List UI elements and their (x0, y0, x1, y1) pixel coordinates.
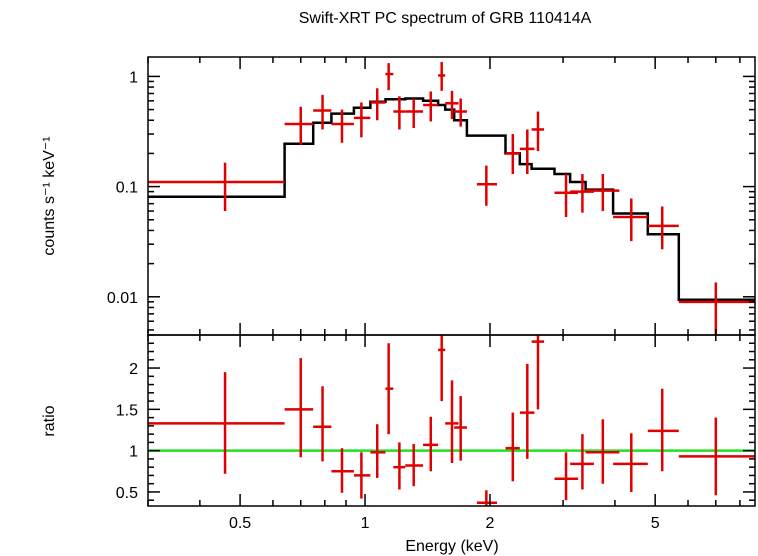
ratio-point-8 (393, 442, 406, 490)
ratio-y-tick-label: 1.5 (116, 402, 138, 419)
ratio-point-2 (284, 358, 314, 458)
spectrum-y-axis-label: counts s⁻¹ keV⁻¹ (41, 136, 58, 255)
spectrum-point-16 (519, 129, 535, 175)
model-step-line (148, 97, 755, 301)
ratio-point-5 (353, 452, 371, 499)
ratio-data-points (148, 335, 755, 506)
x-axis-label: Energy (keV) (405, 538, 498, 555)
spectrum-data-points (148, 62, 755, 335)
ratio-point-17 (531, 335, 545, 410)
ratio-point-13 (454, 396, 467, 461)
spectrum-point-18 (554, 174, 579, 217)
ratio-point-6 (370, 424, 386, 478)
ratio-point-20 (585, 419, 620, 484)
ratio-y-tick-label: 0.5 (116, 485, 138, 502)
spectrum-point-4 (331, 109, 354, 143)
spectrum-panel: 0.01 0.1 1 (107, 56, 756, 336)
spectrum-point-9 (405, 98, 424, 129)
spectrum-point-20 (585, 174, 620, 212)
x-tick-label: 5 (651, 515, 660, 532)
spectrum-point-13 (454, 98, 467, 127)
spectrum-point-8 (393, 96, 406, 130)
ratio-point-9 (405, 444, 424, 487)
ratio-point-11 (438, 335, 446, 402)
ratio-point-7 (385, 343, 394, 435)
ratio-point-23 (678, 417, 755, 496)
ratio-point-15 (505, 412, 520, 482)
ratio-y-axis-label: ratio (41, 405, 58, 436)
spectrum-y-tick-label: 0.1 (116, 180, 138, 197)
ratio-point-3 (313, 386, 332, 462)
spectrum-y-tick-label: 1 (129, 69, 138, 86)
spectrum-point-15 (505, 134, 520, 175)
spectrum-axis-ticks: 0.01 0.1 1 (107, 57, 755, 335)
ratio-point-10 (423, 416, 439, 472)
ratio-point-14 (476, 490, 498, 506)
spectrum-point-21 (613, 198, 648, 242)
spectrum-point-12 (445, 90, 459, 120)
ratio-y-tick-label: 1 (129, 444, 138, 461)
ratio-point-21 (613, 433, 648, 492)
spectrum-point-7 (385, 63, 394, 91)
ratio-point-16 (519, 363, 535, 459)
spectrum-point-14 (476, 165, 498, 206)
spectrum-point-23 (678, 282, 755, 335)
x-tick-label: 0.5 (229, 515, 251, 532)
ratio-axis-ticks: 0.5 1 1.5 2 0.5 1 2 5 (116, 334, 755, 532)
ratio-panel: 0.5 1 1.5 2 0.5 1 2 5 (116, 334, 756, 532)
spectrum-point-22 (647, 206, 679, 250)
spectrum-point-10 (423, 91, 439, 122)
ratio-point-1 (148, 372, 285, 474)
ratio-point-19 (570, 434, 594, 490)
x-tick-label: 2 (486, 515, 495, 532)
spectrum-point-5 (353, 102, 371, 138)
spectrum-point-2 (284, 106, 314, 145)
ratio-point-4 (331, 448, 354, 493)
ratio-point-22 (647, 388, 679, 472)
ratio-point-12 (445, 380, 459, 464)
ratio-y-tick-label: 2 (129, 361, 138, 378)
model-step-path (148, 97, 755, 301)
spectrum-point-6 (370, 88, 386, 121)
x-tick-label: 1 (361, 515, 370, 532)
ratio-point-18 (554, 452, 579, 501)
spectrum-point-11 (438, 62, 446, 91)
spectrum-point-3 (313, 94, 332, 130)
spectrum-point-1 (148, 162, 285, 212)
spectrum-point-17 (531, 111, 545, 152)
ratio-panel-frame (147, 334, 756, 507)
spectrum-y-tick-label: 0.01 (107, 290, 138, 307)
chart-title: Swift-XRT PC spectrum of GRB 110414A (299, 10, 592, 27)
